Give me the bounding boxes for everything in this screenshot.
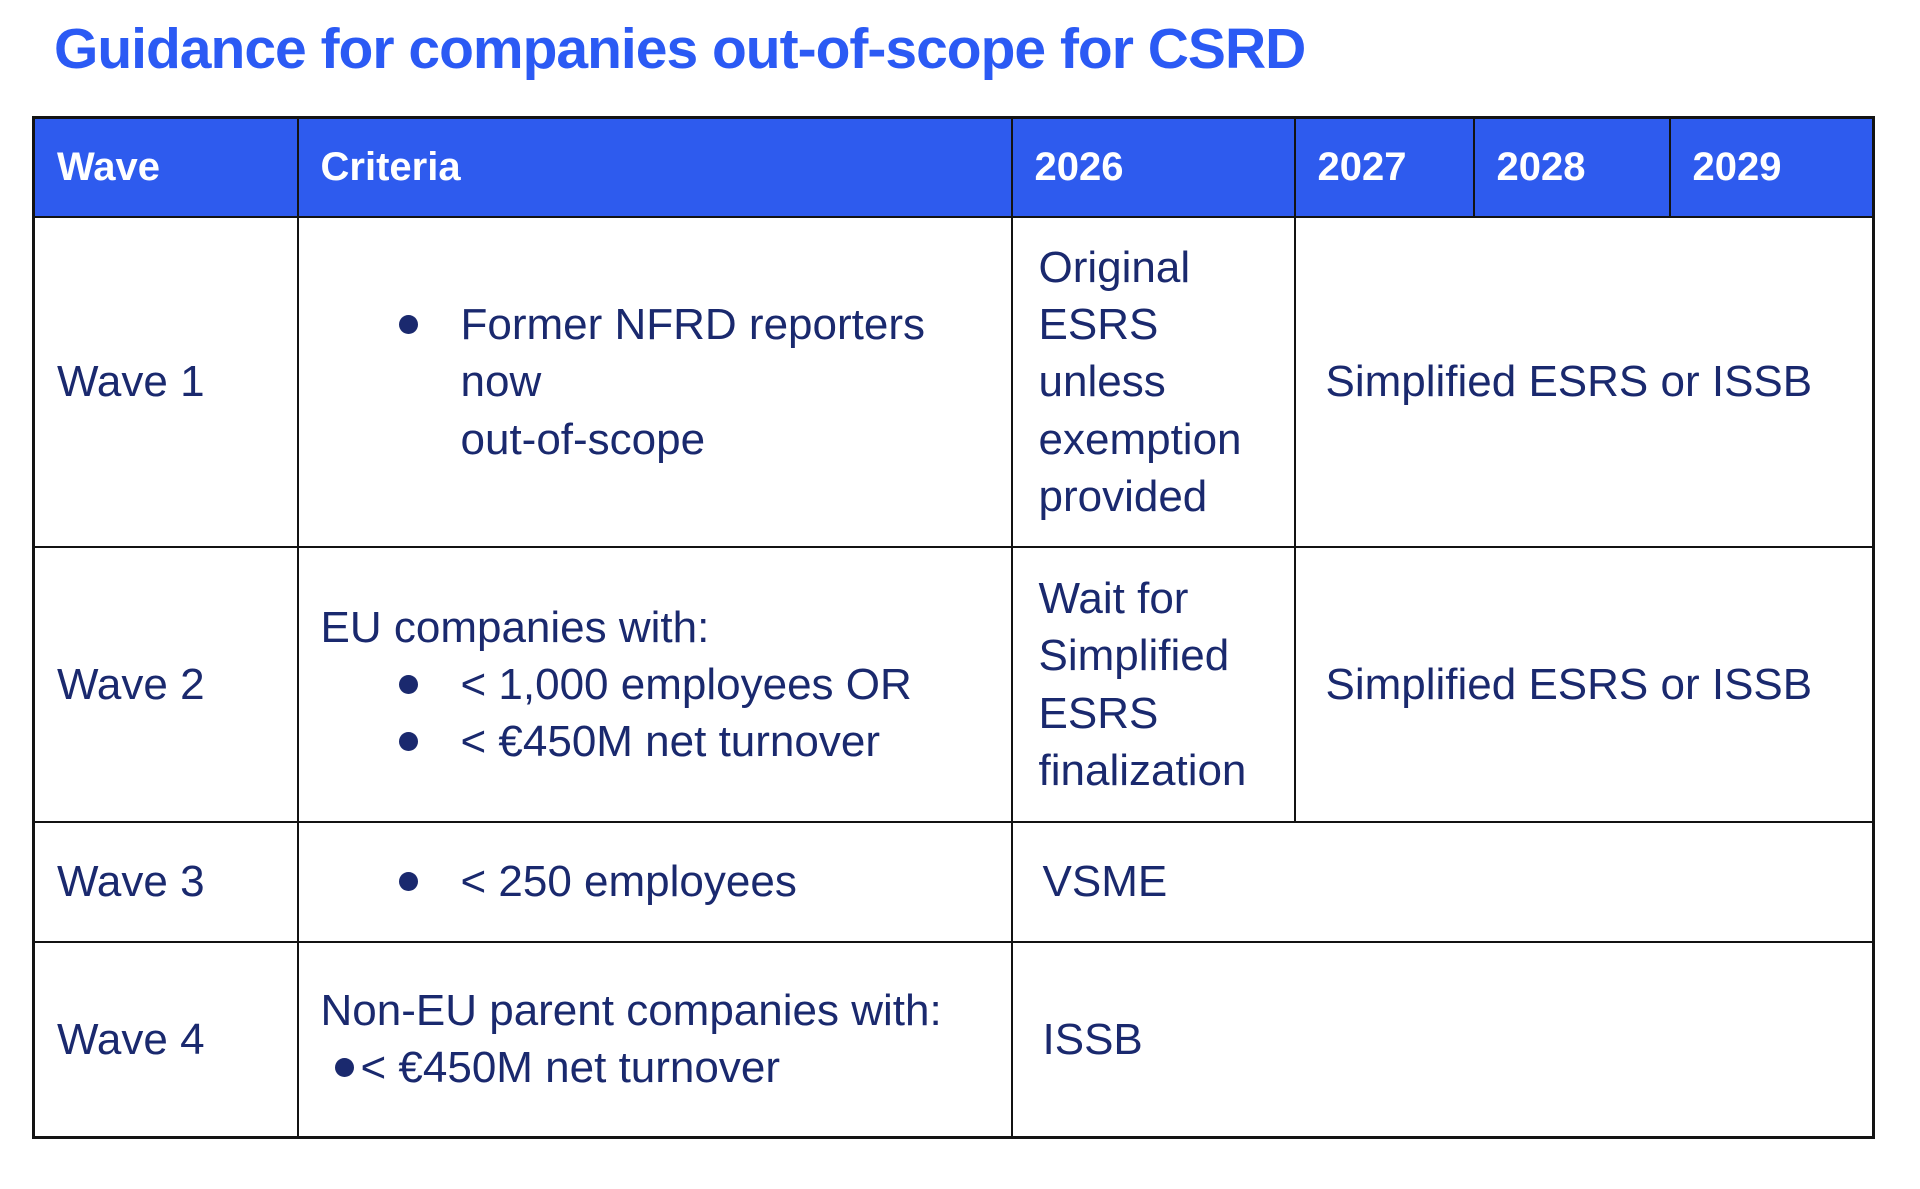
table-row-wave3: Wave 3 < 250 employees VSME [32,821,1875,943]
header-cell-wave: Wave [32,116,299,218]
criteria-bullet-item: Former NFRD reporters now out-of-scope [398,296,991,468]
criteria-bullet-text: < €450M net turnover [460,717,880,767]
criteria-bullet-item: < €450M net turnover [398,713,991,770]
table-row-wave1: Wave 1 Former NFRD reporters now out-of-… [32,216,1875,548]
wave-label: Wave 1 [32,216,299,548]
timeline-cell-2026-2029: VSME [1010,821,1875,943]
header-cell-2027: 2027 [1293,116,1475,218]
criteria-cell: EU companies with: < 1,000 employees OR … [296,546,1013,823]
criteria-cell: Former NFRD reporters now out-of-scope [296,216,1013,548]
table-row-wave2: Wave 2 EU companies with: < 1,000 employ… [32,546,1875,823]
criteria-bullet-item: < €450M net turnover [334,1039,991,1096]
criteria-bullet-item: < 250 employees [398,853,991,910]
criteria-bullet-text: < 250 employees [460,857,797,907]
page: Guidance for companies out-of-scope for … [0,16,1920,1139]
criteria-cell: < 250 employees [296,821,1013,943]
criteria-bullet-text: < €450M net turnover [360,1043,780,1093]
timeline-cell-2027-2029: Simplified ESRS or ISSB [1293,546,1875,823]
criteria-bullet-text: < 1,000 employees OR [460,659,912,709]
wave-label: Wave 2 [32,546,299,823]
wave-label: Wave 3 [32,821,299,943]
header-cell-2028: 2028 [1472,116,1671,218]
header-cell-criteria: Criteria [296,116,1013,218]
header-cell-2026: 2026 [1010,116,1296,218]
bullet-icon [334,1058,354,1078]
bullet-icon [398,732,418,752]
timeline-cell-2026: Original ESRS unless exemption provided [1010,216,1296,548]
bullet-icon [398,674,418,694]
wave-label: Wave 4 [32,941,299,1138]
criteria-bullet-text: Former NFRD reporters now out-of-scope [460,300,926,464]
criteria-intro-text: EU companies with: [320,602,710,652]
timeline-cell-2027-2029: Simplified ESRS or ISSB [1293,216,1875,548]
bullet-icon [398,872,418,892]
header-row: Wave Criteria 2026 2027 2028 2029 [32,116,1875,218]
table-row-wave4: Wave 4 Non-EU parent companies with: < €… [32,941,1875,1138]
csrd-guidance-table: Wave Criteria 2026 2027 2028 2029 Wave 1… [32,116,1875,1139]
timeline-cell-2026-2029: ISSB [1010,941,1875,1138]
criteria-bullet-item: < 1,000 employees OR [398,656,991,713]
bullet-icon [398,315,418,335]
timeline-cell-2026: Wait for Simplified ESRS finalization [1010,546,1296,823]
criteria-cell: Non-EU parent companies with: < €450M ne… [296,941,1013,1138]
page-title: Guidance for companies out-of-scope for … [54,17,1306,81]
header-cell-2029: 2029 [1668,116,1875,218]
criteria-intro-text: Non-EU parent companies with: [320,986,942,1036]
